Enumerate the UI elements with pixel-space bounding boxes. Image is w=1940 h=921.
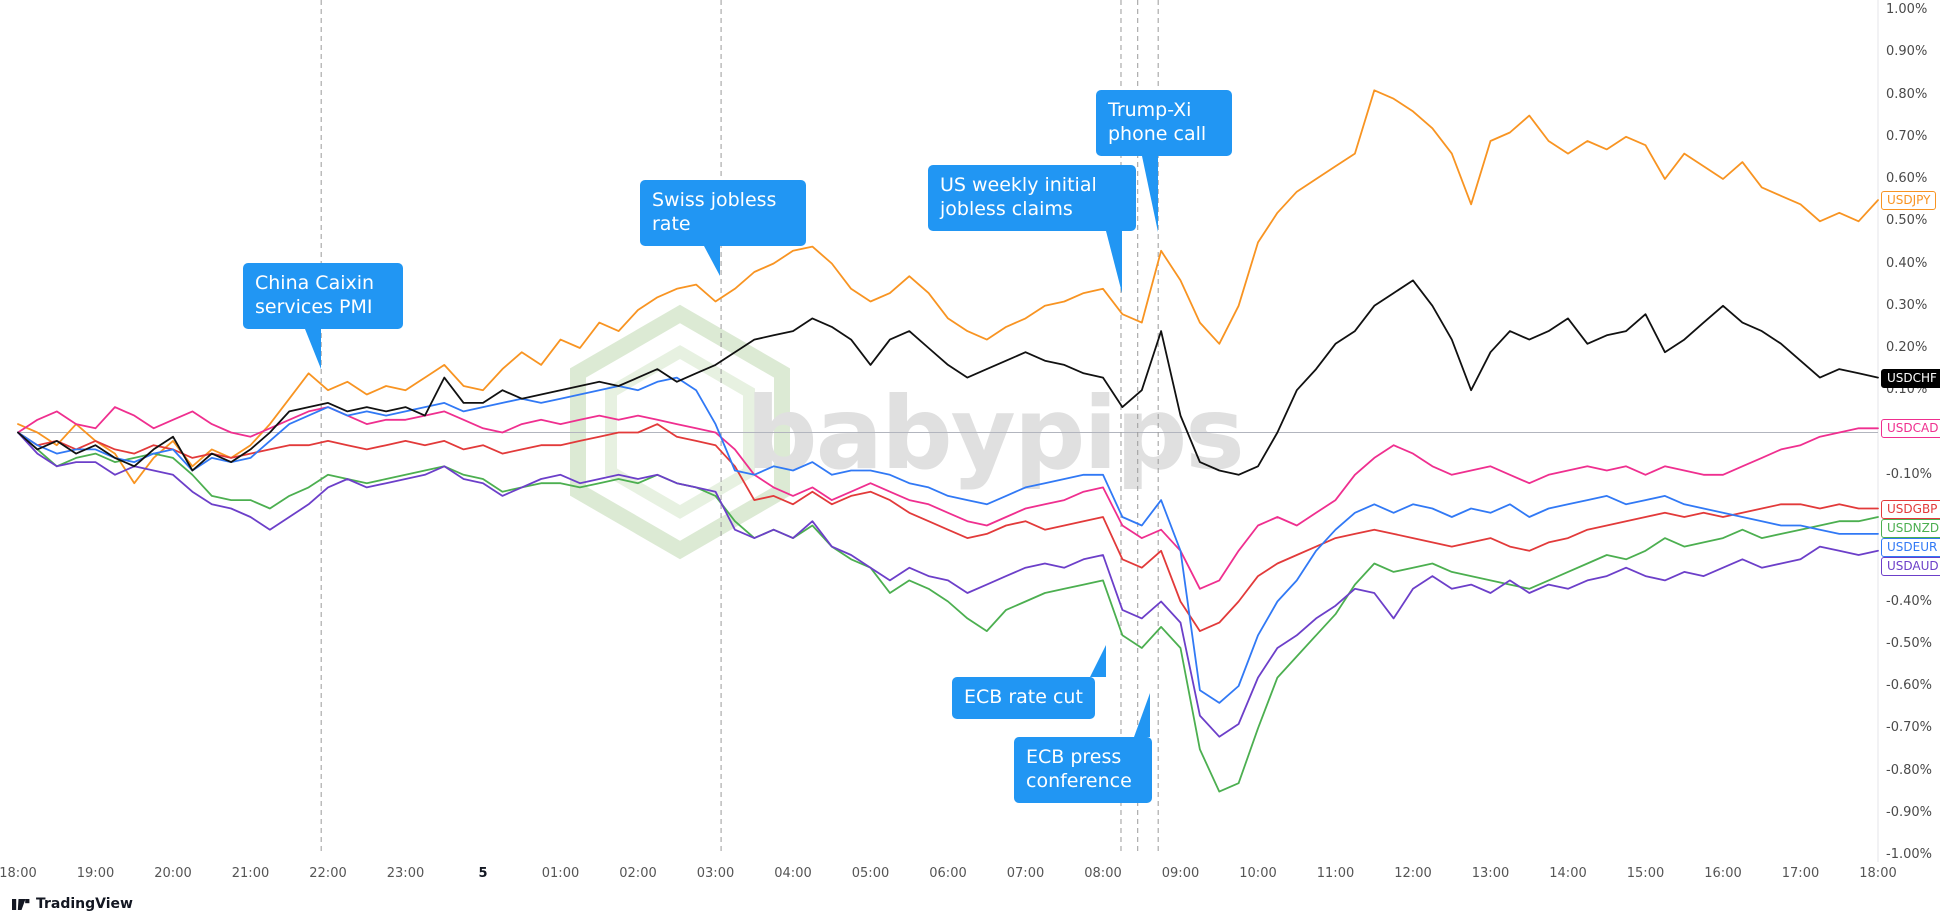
y-axis-label: -0.50% — [1886, 635, 1932, 651]
y-axis-label: -1.00% — [1886, 847, 1932, 862]
event-callout-us-weekly-initial-jobless-claims[interactable]: US weekly initial jobless claims — [928, 165, 1136, 293]
x-axis-label: 06:00 — [929, 866, 967, 881]
x-axis-label: 17:00 — [1781, 866, 1820, 881]
event-callout-label: Swiss jobless rate — [652, 189, 777, 235]
tradingview-attribution[interactable]: TradingView — [12, 896, 133, 912]
y-axis-label: -0.40% — [1886, 593, 1932, 609]
event-callout-ecb-rate-cut[interactable]: ECB rate cut — [952, 645, 1106, 719]
event-callout-label: US weekly initial jobless claims — [940, 174, 1097, 220]
event-callout-label: China Caixin services PMI — [255, 272, 375, 318]
x-axis-label: 18:00 — [0, 866, 37, 881]
y-axis-label: -0.60% — [1886, 678, 1932, 693]
x-axis-label: 03:00 — [696, 866, 735, 881]
series-line-usdjpy[interactable] — [17, 89, 1879, 485]
babypips-logo-icon — [570, 304, 790, 560]
series-line-usdaud[interactable] — [17, 431, 1879, 738]
x-axis-label: 16:00 — [1704, 866, 1742, 881]
y-axis-label: -0.80% — [1886, 762, 1932, 778]
callout-tail — [704, 245, 720, 276]
callout-tail — [1090, 645, 1106, 677]
y-axis-label: 0.80% — [1886, 86, 1928, 102]
x-axis-label: 5 — [478, 866, 488, 881]
y-axis-label: 0.70% — [1886, 128, 1928, 144]
x-axis-label: 08:00 — [1084, 866, 1122, 881]
price-label-usdjpy: USDJPY — [1881, 191, 1937, 211]
event-callout-ecb-press-conference[interactable]: ECB press conference — [1014, 693, 1152, 803]
y-axis-label: 0.30% — [1886, 297, 1928, 313]
x-axis-label: 09:00 — [1161, 866, 1200, 881]
x-axis-label: 15:00 — [1626, 866, 1665, 881]
x-axis-label: 14:00 — [1549, 866, 1587, 881]
callout-tail — [1142, 155, 1158, 232]
series-line-usdnzd[interactable] — [17, 431, 1879, 793]
x-axis-label: 11:00 — [1316, 866, 1355, 881]
event-callout-trump-xi-phone-call[interactable]: Trump-Xi phone call — [1096, 90, 1232, 232]
callout-tail — [1134, 693, 1150, 737]
price-label-usdnzd: USDNZD — [1881, 518, 1940, 538]
y-axis-label: -0.90% — [1886, 804, 1932, 820]
event-callout-label: Trump-Xi phone call — [1108, 99, 1207, 145]
price-label-usdgbp: USDGBP — [1881, 499, 1940, 519]
x-axis-label: 07:00 — [1006, 866, 1045, 881]
x-axis-label: 05:00 — [851, 866, 890, 881]
y-axis-label: 0.50% — [1886, 213, 1928, 229]
event-callout-china-caixin-services-pmi[interactable]: China Caixin services PMI — [243, 263, 403, 369]
callout-tail — [305, 328, 321, 369]
x-axis-label: 04:00 — [774, 866, 812, 881]
event-callout-label: ECB press conference — [1026, 746, 1132, 792]
price-label-usdcad: USDCAD — [1881, 419, 1940, 439]
x-axis-label: 13:00 — [1471, 866, 1510, 881]
price-label-usdaud: USDAUD — [1881, 556, 1940, 576]
y-axis-label: 0.20% — [1886, 340, 1928, 355]
x-axis-label: 02:00 — [619, 866, 657, 881]
x-axis-label: 22:00 — [309, 866, 347, 881]
y-axis-label: 1.00% — [1886, 2, 1928, 17]
y-axis-label: -0.70% — [1886, 720, 1932, 736]
event-callout-swiss-jobless-rate[interactable]: Swiss jobless rate — [640, 180, 806, 276]
x-axis-label: 21:00 — [231, 866, 270, 881]
x-axis-label: 23:00 — [386, 866, 425, 881]
y-axis-label: 0.40% — [1886, 255, 1928, 271]
price-label-usdchf: USDCHF — [1881, 368, 1940, 388]
series-line-usdchf[interactable] — [17, 279, 1879, 476]
x-axis-label: 19:00 — [76, 866, 115, 881]
tradingview-label: TradingView — [36, 896, 133, 912]
callout-tail — [1106, 230, 1122, 293]
x-axis-label: 20:00 — [154, 866, 192, 881]
series-line-usdgbp[interactable] — [17, 423, 1879, 632]
x-axis-label: 18:00 — [1859, 866, 1897, 881]
x-axis-label: 12:00 — [1394, 866, 1432, 881]
tradingview-logo-icon — [12, 898, 30, 910]
series-line-usdeur[interactable] — [17, 376, 1879, 704]
y-axis-label: 0.60% — [1886, 171, 1928, 186]
event-callout-label: ECB rate cut — [964, 686, 1083, 708]
y-axis-label: 0.90% — [1886, 44, 1928, 60]
y-axis-label: -0.10% — [1886, 466, 1932, 482]
x-axis-label: 10:00 — [1239, 866, 1277, 881]
price-label-usdeur: USDEUR — [1881, 537, 1940, 557]
x-axis-label: 01:00 — [541, 866, 580, 881]
